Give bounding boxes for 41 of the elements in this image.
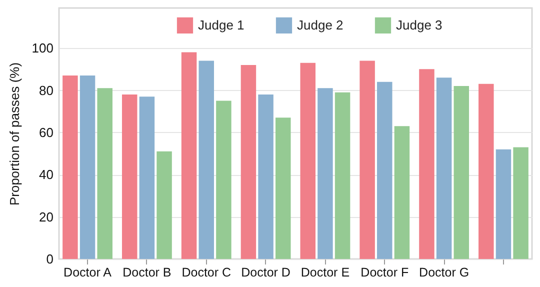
- bar: [97, 88, 112, 259]
- bar: [258, 94, 274, 259]
- bar: [496, 149, 512, 259]
- x-tick-label: Doctor C: [182, 266, 232, 280]
- bar: [181, 52, 197, 259]
- bar: [156, 151, 172, 259]
- bar: [198, 60, 214, 259]
- x-tick-label: Doctor E: [300, 266, 350, 280]
- bar: [122, 94, 138, 259]
- bar: [377, 82, 392, 259]
- y-tick-label: 20: [39, 209, 54, 224]
- x-tick-label: Doctor F: [360, 266, 409, 280]
- y-tick-label: 40: [39, 167, 54, 182]
- bar: [139, 96, 155, 259]
- bar: [334, 92, 350, 259]
- bar: [80, 75, 96, 259]
- y-tick-label: 80: [39, 82, 54, 98]
- bar: [275, 118, 291, 259]
- x-tick-label: Doctor G: [419, 266, 470, 280]
- legend-label: Judge 2: [297, 17, 344, 32]
- bar: [419, 69, 434, 259]
- y-tick-label: 100: [32, 40, 54, 56]
- bar: [436, 78, 452, 259]
- bar: [360, 60, 375, 259]
- bar: [62, 75, 78, 259]
- bar: [478, 84, 494, 259]
- y-axis-title: Proportion of passes (%): [6, 62, 22, 206]
- bar: [454, 86, 470, 259]
- bar: [240, 64, 256, 259]
- legend-label: Judge 1: [198, 17, 244, 32]
- x-tick-label: Doctor B: [122, 266, 172, 280]
- bar: [318, 88, 333, 259]
- bar: [513, 147, 528, 259]
- legend-label: Judge 3: [396, 17, 442, 32]
- bar: [300, 62, 316, 259]
- bar: [394, 126, 410, 259]
- x-tick-label: Doctor A: [64, 266, 112, 280]
- bar: [216, 100, 232, 259]
- x-tick-label: Doctor D: [241, 266, 290, 280]
- y-tick-label: 60: [39, 124, 54, 140]
- y-tick-label: 0: [46, 252, 54, 266]
